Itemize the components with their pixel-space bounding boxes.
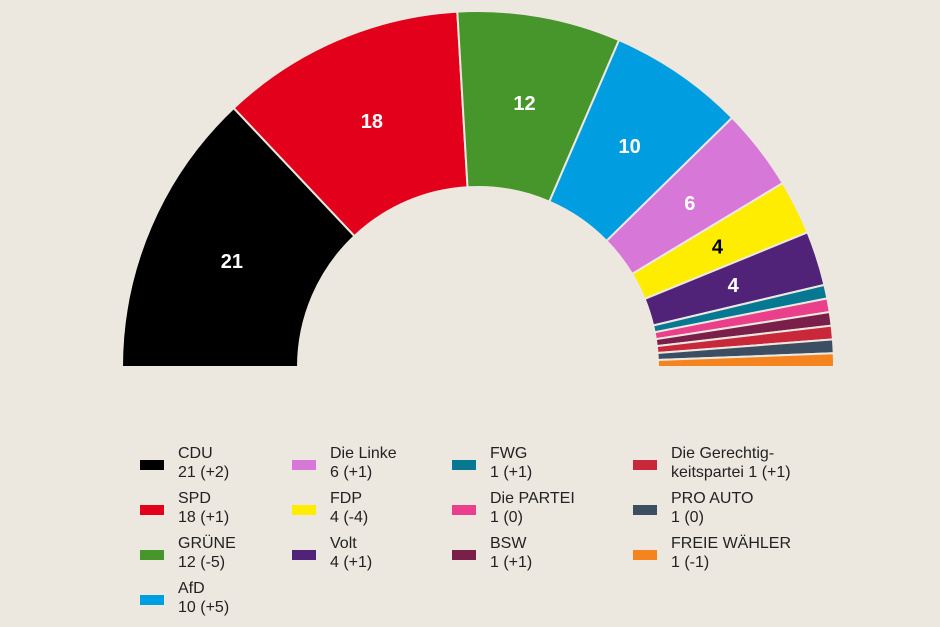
seat-label-2: 12 [513,93,535,115]
legend-item: BSW 1 (+1) [452,534,532,572]
legend-swatch [633,505,657,515]
legend-label: Volt 4 (+1) [330,535,373,571]
seat-label-1: 18 [361,111,383,133]
seat-label-3: 10 [618,136,640,158]
legend-label: FREIE WÄHLER 1 (-1) [671,535,792,571]
legend-swatch [452,550,476,560]
legend-item: FWG 1 (+1) [452,444,532,482]
seat-label-5: 4 [712,237,724,259]
legend-swatch [292,505,316,515]
legend-swatch [140,595,164,605]
legend-swatch [633,550,657,560]
legend-label: PRO AUTO 1 (0) [671,490,754,526]
legend-swatch [140,460,164,470]
seat-segment-12 [656,352,836,368]
legend-item: Die Gerechtig- keitspartei 1 (+1) [633,444,791,482]
legend-item: Die PARTEI 1 (0) [452,489,575,527]
legend-label: BSW 1 (+1) [490,535,533,571]
legend-item: Volt 4 (+1) [292,534,372,572]
legend-item: SPD 18 (+1) [140,489,229,527]
legend-item: PRO AUTO 1 (0) [633,489,753,527]
legend-label: FDP 4 (-4) [330,490,369,526]
legend-label: SPD 18 (+1) [178,490,230,526]
legend-item: Die Linke 6 (+1) [292,444,397,482]
legend-swatch [452,505,476,515]
legend-label: Die Gerechtig- keitspartei 1 (+1) [671,445,791,481]
legend-swatch [140,505,164,515]
seat-label-4: 6 [684,193,695,215]
legend-label: Die Linke 6 (+1) [330,445,397,481]
legend-swatch [140,550,164,560]
legend-swatch [292,460,316,470]
legend-item: FREIE WÄHLER 1 (-1) [633,534,791,572]
legend-label: GRÜNE 12 (-5) [178,535,236,571]
legend-swatch [292,550,316,560]
legend-label: CDU 21 (+2) [178,445,230,481]
legend-item: CDU 21 (+2) [140,444,229,482]
seat-segment-0 [120,106,356,368]
legend-item: FDP 4 (-4) [292,489,368,527]
seat-label-6: 4 [728,275,740,297]
legend-label: AfD 10 (+5) [178,580,230,616]
legend-swatch [452,460,476,470]
legend: CDU 21 (+2) SPD 18 (+1) GRÜNE 12 (-5) AfD 1… [140,444,840,624]
legend-item: AfD 10 (+5) [140,579,229,617]
seat-label-0: 21 [221,251,243,273]
legend-swatch [633,460,657,470]
legend-label: Die PARTEI 1 (0) [490,490,575,526]
legend-label: FWG 1 (+1) [490,445,533,481]
legend-item: GRÜNE 12 (-5) [140,534,236,572]
